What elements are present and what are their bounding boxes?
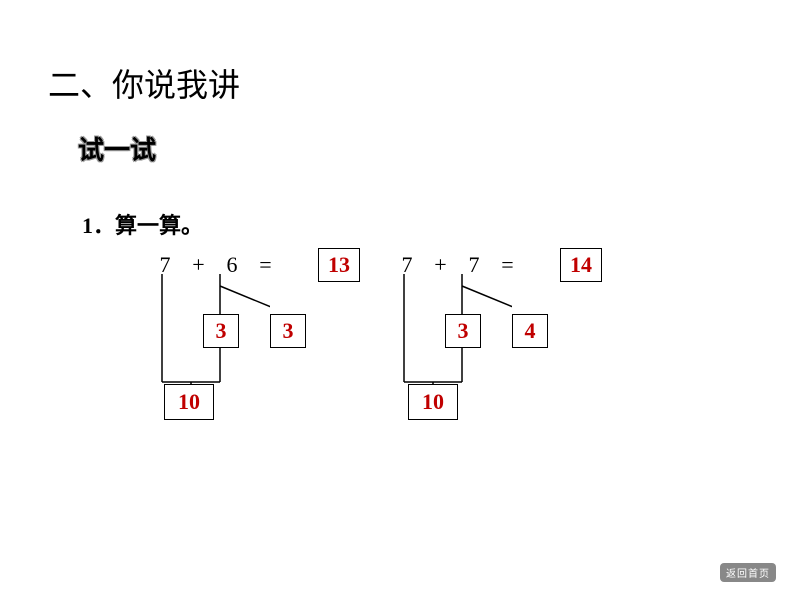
section-title: 二、你说我讲 <box>48 60 240 106</box>
task-label: 1．算一算。 <box>82 208 203 240</box>
p2-result-box: 14 <box>560 248 602 282</box>
p1-split-right-box: 3 <box>270 314 306 348</box>
return-home-button[interactable]: 返回首页 <box>720 563 776 582</box>
p1-result-box: 13 <box>318 248 360 282</box>
p2-split-right-box: 4 <box>512 314 548 348</box>
p1-bracket-lines <box>158 274 228 386</box>
p1-sum-box: 10 <box>164 384 214 420</box>
p2-bracket-lines <box>400 274 470 386</box>
problem-diagram-area: 7 + 6 = 13 3 3 10 7 + 7 = 14 3 4 10 <box>155 250 635 450</box>
subtitle-try: 试一试 <box>78 130 156 167</box>
p2-sum-box: 10 <box>408 384 458 420</box>
